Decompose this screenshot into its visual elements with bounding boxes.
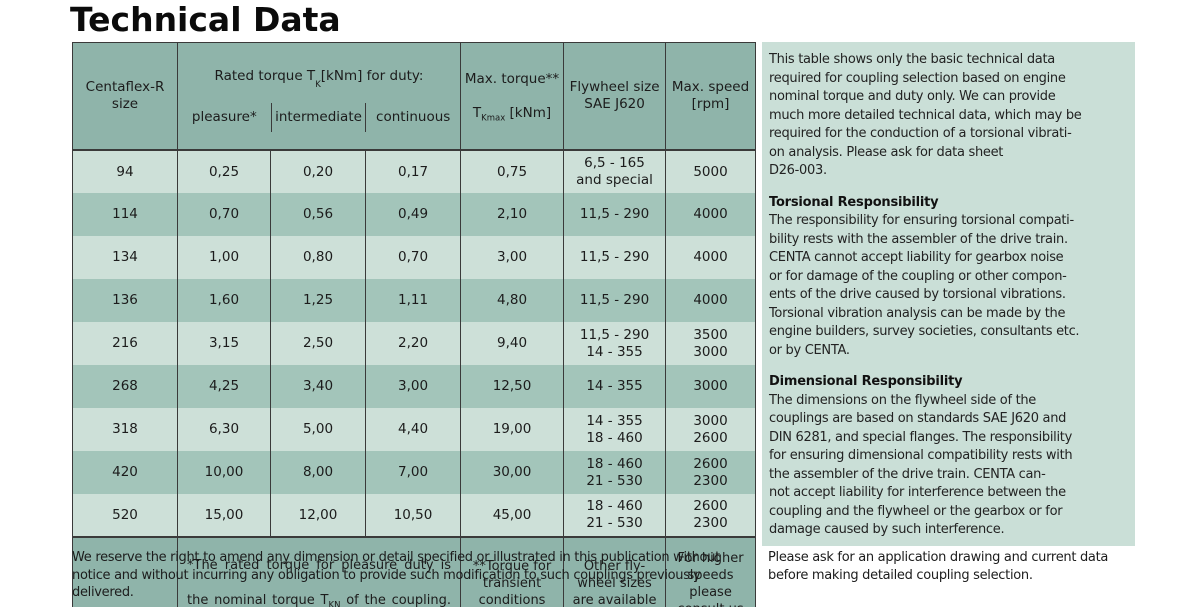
cell-continuous: 0,49 (364, 193, 461, 236)
cell-pleasure: 6,30 (177, 408, 271, 451)
cell-max-torque: 2,10 (460, 193, 564, 236)
footnote-rated-torque: *The rated torque for pleasure duty is t… (176, 536, 461, 607)
footnote-max-torque: **Torque for transient conditions (460, 536, 564, 607)
torsional-responsibility-heading: Torsional Responsibility (769, 194, 939, 210)
table-footnote-row: *The rated torque for pleasure duty is t… (72, 536, 756, 607)
disclaimer-note: We reserve the right to amend any dimens… (72, 550, 720, 600)
cell-pleasure: 1,00 (177, 236, 271, 279)
table-row: 520 15,00 12,00 10,50 45,00 18 - 460 21 … (72, 494, 756, 537)
cell-max-torque: 30,00 (460, 451, 564, 494)
cell-continuous: 10,50 (364, 494, 461, 537)
table-row: 134 1,00 0,80 0,70 3,00 11,5 - 290 4000 (72, 236, 756, 279)
table-row: 420 10,00 8,00 7,00 30,00 18 - 460 21 - … (72, 451, 756, 494)
cell-speed: 5000 (665, 150, 756, 193)
cell-intermediate: 0,56 (270, 193, 366, 236)
cell-speed: 3500 3000 (665, 322, 756, 365)
cell-continuous: 3,00 (364, 365, 461, 408)
cell-speed: 4000 (665, 236, 756, 279)
cell-size: 420 (72, 451, 178, 494)
cell-flywheel: 11,5 - 290 14 - 355 (563, 322, 666, 365)
col-header-max-torque: Max. torque** TKmax [kNm] (460, 42, 564, 151)
cell-size: 114 (72, 193, 178, 236)
cell-pleasure: 0,70 (177, 193, 271, 236)
table-row: 216 3,15 2,50 2,20 9,40 11,5 - 290 14 - … (72, 322, 756, 365)
footnote-speed: For higher speeds please consult us (665, 536, 756, 607)
cell-pleasure: 10,00 (177, 451, 271, 494)
col-header-intermediate: intermediate (270, 103, 366, 132)
col-header-size: Centaflex-R size (72, 42, 178, 151)
cell-continuous: 0,17 (364, 150, 461, 193)
cell-size: 94 (72, 150, 178, 193)
info-panel: This table shows only the basic technica… (762, 42, 1135, 546)
cell-speed: 2600 2300 (665, 451, 756, 494)
footnote-flywheel: Other fly- wheel sizes are available (563, 536, 666, 607)
cell-pleasure: 4,25 (177, 365, 271, 408)
cell-speed: 3000 (665, 365, 756, 408)
cell-max-torque: 19,00 (460, 408, 564, 451)
cell-max-torque: 45,00 (460, 494, 564, 537)
page-title: Technical Data (70, 0, 341, 39)
cell-max-torque: 4,80 (460, 279, 564, 322)
cell-pleasure: 3,15 (177, 322, 271, 365)
cell-continuous: 2,20 (364, 322, 461, 365)
cell-pleasure: 1,60 (177, 279, 271, 322)
col-header-pleasure: pleasure* (191, 109, 257, 125)
torsional-responsibility-body: The responsibility for ensuring torsiona… (769, 213, 1080, 358)
cell-intermediate: 8,00 (270, 451, 366, 494)
cell-continuous: 0,70 (364, 236, 461, 279)
cell-pleasure: 15,00 (177, 494, 271, 537)
table-row: 318 6,30 5,00 4,40 19,00 14 - 355 18 - 4… (72, 408, 756, 451)
cell-max-torque: 9,40 (460, 322, 564, 365)
cell-intermediate: 5,00 (270, 408, 366, 451)
cell-continuous: 7,00 (364, 451, 461, 494)
dimensional-responsibility-heading: Dimensional Responsibility (769, 374, 963, 389)
cell-flywheel: 18 - 460 21 - 530 (563, 494, 666, 537)
cell-speed: 3000 2600 (665, 408, 756, 451)
cell-size: 268 (72, 365, 178, 408)
cell-speed: 2600 2300 (665, 494, 756, 537)
table-row: 114 0,70 0,56 0,49 2,10 11,5 - 290 4000 (72, 193, 756, 236)
duty-subheader-row: pleasure* intermediate continuous (178, 103, 460, 132)
cell-flywheel: 14 - 355 (563, 365, 666, 408)
cell-pleasure: 0,25 (177, 150, 271, 193)
cell-flywheel: 11,5 - 290 (563, 279, 666, 322)
cell-max-torque: 12,50 (460, 365, 564, 408)
cell-size: 216 (72, 322, 178, 365)
cell-size: 318 (72, 408, 178, 451)
cell-size: 520 (72, 494, 178, 537)
col-header-continuous: continuous (365, 103, 460, 132)
cell-flywheel: 18 - 460 21 - 530 (563, 451, 666, 494)
cell-max-torque: 0,75 (460, 150, 564, 193)
cell-size: 136 (72, 279, 178, 322)
cell-speed: 4000 (665, 193, 756, 236)
cell-flywheel: 11,5 - 290 (563, 236, 666, 279)
cell-flywheel: 11,5 - 290 (563, 193, 666, 236)
cell-max-torque: 3,00 (460, 236, 564, 279)
intro-paragraph: This table shows only the basic technica… (769, 52, 1082, 178)
dimensional-responsibility-body: The dimensions on the flywheel side of t… (769, 392, 1073, 538)
cell-speed: 4000 (665, 279, 756, 322)
cell-intermediate: 0,20 (270, 150, 366, 193)
cell-intermediate: 2,50 (270, 322, 366, 365)
cell-intermediate: 0,80 (270, 236, 366, 279)
cell-flywheel: 6,5 - 165 and special (563, 150, 666, 193)
col-header-max-speed: Max. speed [rpm] (665, 42, 756, 151)
cell-size: 134 (72, 236, 178, 279)
cell-intermediate: 1,25 (270, 279, 366, 322)
cell-intermediate: 12,00 (270, 494, 366, 537)
cell-flywheel: 14 - 355 18 - 460 (563, 408, 666, 451)
application-drawing-note: Please ask for an application drawing an… (768, 550, 1109, 583)
col-header-flywheel: Flywheel size SAE J620 (563, 42, 666, 151)
cell-intermediate: 3,40 (270, 365, 366, 408)
cell-continuous: 4,40 (364, 408, 461, 451)
footnote-empty-cell (72, 536, 178, 607)
table-row: 136 1,60 1,25 1,11 4,80 11,5 - 290 4000 (72, 279, 756, 322)
cell-continuous: 1,11 (364, 279, 461, 322)
table-row: 268 4,25 3,40 3,00 12,50 14 - 355 3000 (72, 365, 756, 408)
table-row: 94 0,25 0,20 0,17 0,75 6,5 - 165 and spe… (72, 150, 756, 193)
